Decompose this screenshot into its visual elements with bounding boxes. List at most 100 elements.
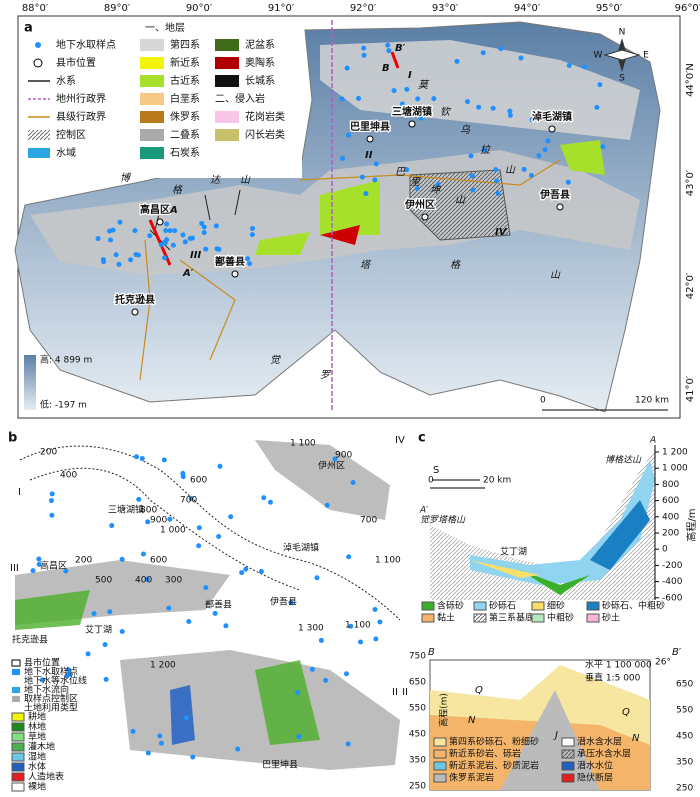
- mountain-label: 觉: [270, 354, 281, 366]
- sample-point: [203, 585, 209, 591]
- sample-point: [414, 185, 420, 191]
- legend-label: 地下水等水位线: [24, 675, 87, 687]
- sample-point: [101, 259, 107, 265]
- legend-symbol: [33, 58, 43, 68]
- legend-swatch: [11, 762, 25, 772]
- scale-start: 0: [428, 476, 434, 486]
- sample-point: [63, 568, 69, 574]
- mountain-label: 莫: [418, 79, 430, 91]
- legend-label: 白垩系: [170, 92, 200, 105]
- isoline-label: 700: [180, 496, 197, 506]
- scale-end: 120 km: [635, 396, 669, 406]
- lat-label: 42°0′: [685, 272, 696, 299]
- legend-title: 二、侵入岩: [215, 92, 265, 105]
- sample-point: [344, 671, 350, 677]
- y-tick-label: 250: [676, 784, 693, 794]
- control-area: [409, 169, 511, 241]
- sample-point: [67, 671, 73, 677]
- legend-label: 地下水取样点: [56, 38, 116, 51]
- legend-label: 土地利用类型: [24, 702, 78, 714]
- sample-point: [172, 228, 178, 234]
- sample-point: [480, 50, 486, 56]
- isoline-label: 800: [140, 506, 157, 516]
- sample-point: [318, 637, 324, 643]
- sample-point: [464, 99, 470, 105]
- sample-point: [164, 237, 170, 243]
- town: [548, 125, 556, 133]
- sample-point: [418, 115, 424, 121]
- isoline-label: 900: [150, 516, 167, 526]
- legend-swatch: [433, 737, 447, 747]
- sample-point: [235, 746, 241, 752]
- shape: 88°0′ 89°0′ 90°0′ 91°0′ 92°0′ 93°0′ 94°0′ 95°0′…: [22, 3, 700, 402]
- sample-point: [201, 224, 207, 230]
- legend-label: 地下水取样点: [24, 666, 78, 678]
- region-label: I: [18, 487, 21, 498]
- mountain-label: 拉: [480, 144, 492, 156]
- lat-label: 43°0′: [685, 169, 696, 196]
- sample-point: [498, 46, 504, 52]
- sample-point: [594, 104, 600, 110]
- end-label: 博格达山: [605, 455, 642, 466]
- place-label: 托克逊县: [115, 293, 155, 306]
- mountain-label: 山: [240, 174, 251, 186]
- place-label: 三塘湖镇: [108, 504, 144, 516]
- town: [556, 203, 564, 211]
- sample-point: [332, 456, 338, 462]
- sample-point: [214, 246, 220, 252]
- sample-point: [133, 251, 139, 257]
- place-label: 高昌区: [40, 560, 67, 572]
- legend-label: 新近系泥岩、砂质泥岩: [449, 760, 539, 772]
- legend: 县市位置地下水取样点地下水等水位线地下水流向取样点控制区土地利用类型耕地林地草地…: [11, 657, 87, 793]
- lon-label: 94°0′: [514, 3, 541, 14]
- sample-point: [597, 82, 603, 88]
- legend-swatch: [531, 613, 545, 623]
- sample-point: [346, 554, 352, 560]
- sample-point: [228, 514, 234, 520]
- sample-point: [545, 138, 551, 144]
- y-tick-label: -400: [662, 577, 683, 587]
- fine-sand: [470, 560, 540, 578]
- sample-point: [361, 45, 367, 51]
- unit-label: Q: [475, 685, 483, 696]
- end-label: 觉罗塔格山: [420, 515, 466, 526]
- mountain-label: 山: [550, 269, 561, 281]
- legend-label: 承压水含水层: [577, 748, 631, 760]
- sample-point: [145, 519, 151, 525]
- sample-point: [108, 237, 114, 243]
- mountain-label: 山: [455, 194, 466, 206]
- sample-point: [134, 454, 140, 460]
- sample-point: [339, 155, 345, 161]
- sample-points: [30, 454, 383, 760]
- legend-swatch: [421, 613, 435, 623]
- legend-swatch: [11, 752, 25, 762]
- legend-label: 第四系砂砾石、粉细砂: [449, 736, 539, 748]
- sample-point: [296, 734, 302, 740]
- sample-point: [468, 153, 474, 159]
- sample-point: [119, 556, 125, 562]
- sample-point: [49, 512, 55, 518]
- sample-point: [145, 750, 151, 756]
- compass-n: N: [619, 28, 626, 38]
- isoline-label: 600: [150, 556, 167, 566]
- scale-v: 垂直 1:5 000: [585, 672, 641, 684]
- strata-ordovician: [320, 225, 360, 245]
- sample-point: [399, 101, 405, 107]
- legend-label: 中粗砂: [547, 612, 574, 624]
- lon-label: 88°0′: [22, 3, 49, 14]
- town: [231, 270, 239, 278]
- legend-label: 水系: [56, 75, 76, 87]
- sample-point: [507, 108, 513, 114]
- legend-swatch: [140, 75, 164, 87]
- sample-point: [144, 576, 150, 582]
- isoline-label: 300: [165, 576, 182, 586]
- sample-point: [95, 236, 101, 242]
- legend-label: 隐伏断层: [577, 772, 613, 784]
- isoline: [19, 445, 401, 621]
- legend-swatch: [11, 722, 25, 732]
- isoline-label: 1 000: [160, 526, 186, 536]
- place-label: 高昌区: [140, 203, 170, 216]
- lake-label: 艾丁湖: [500, 547, 527, 558]
